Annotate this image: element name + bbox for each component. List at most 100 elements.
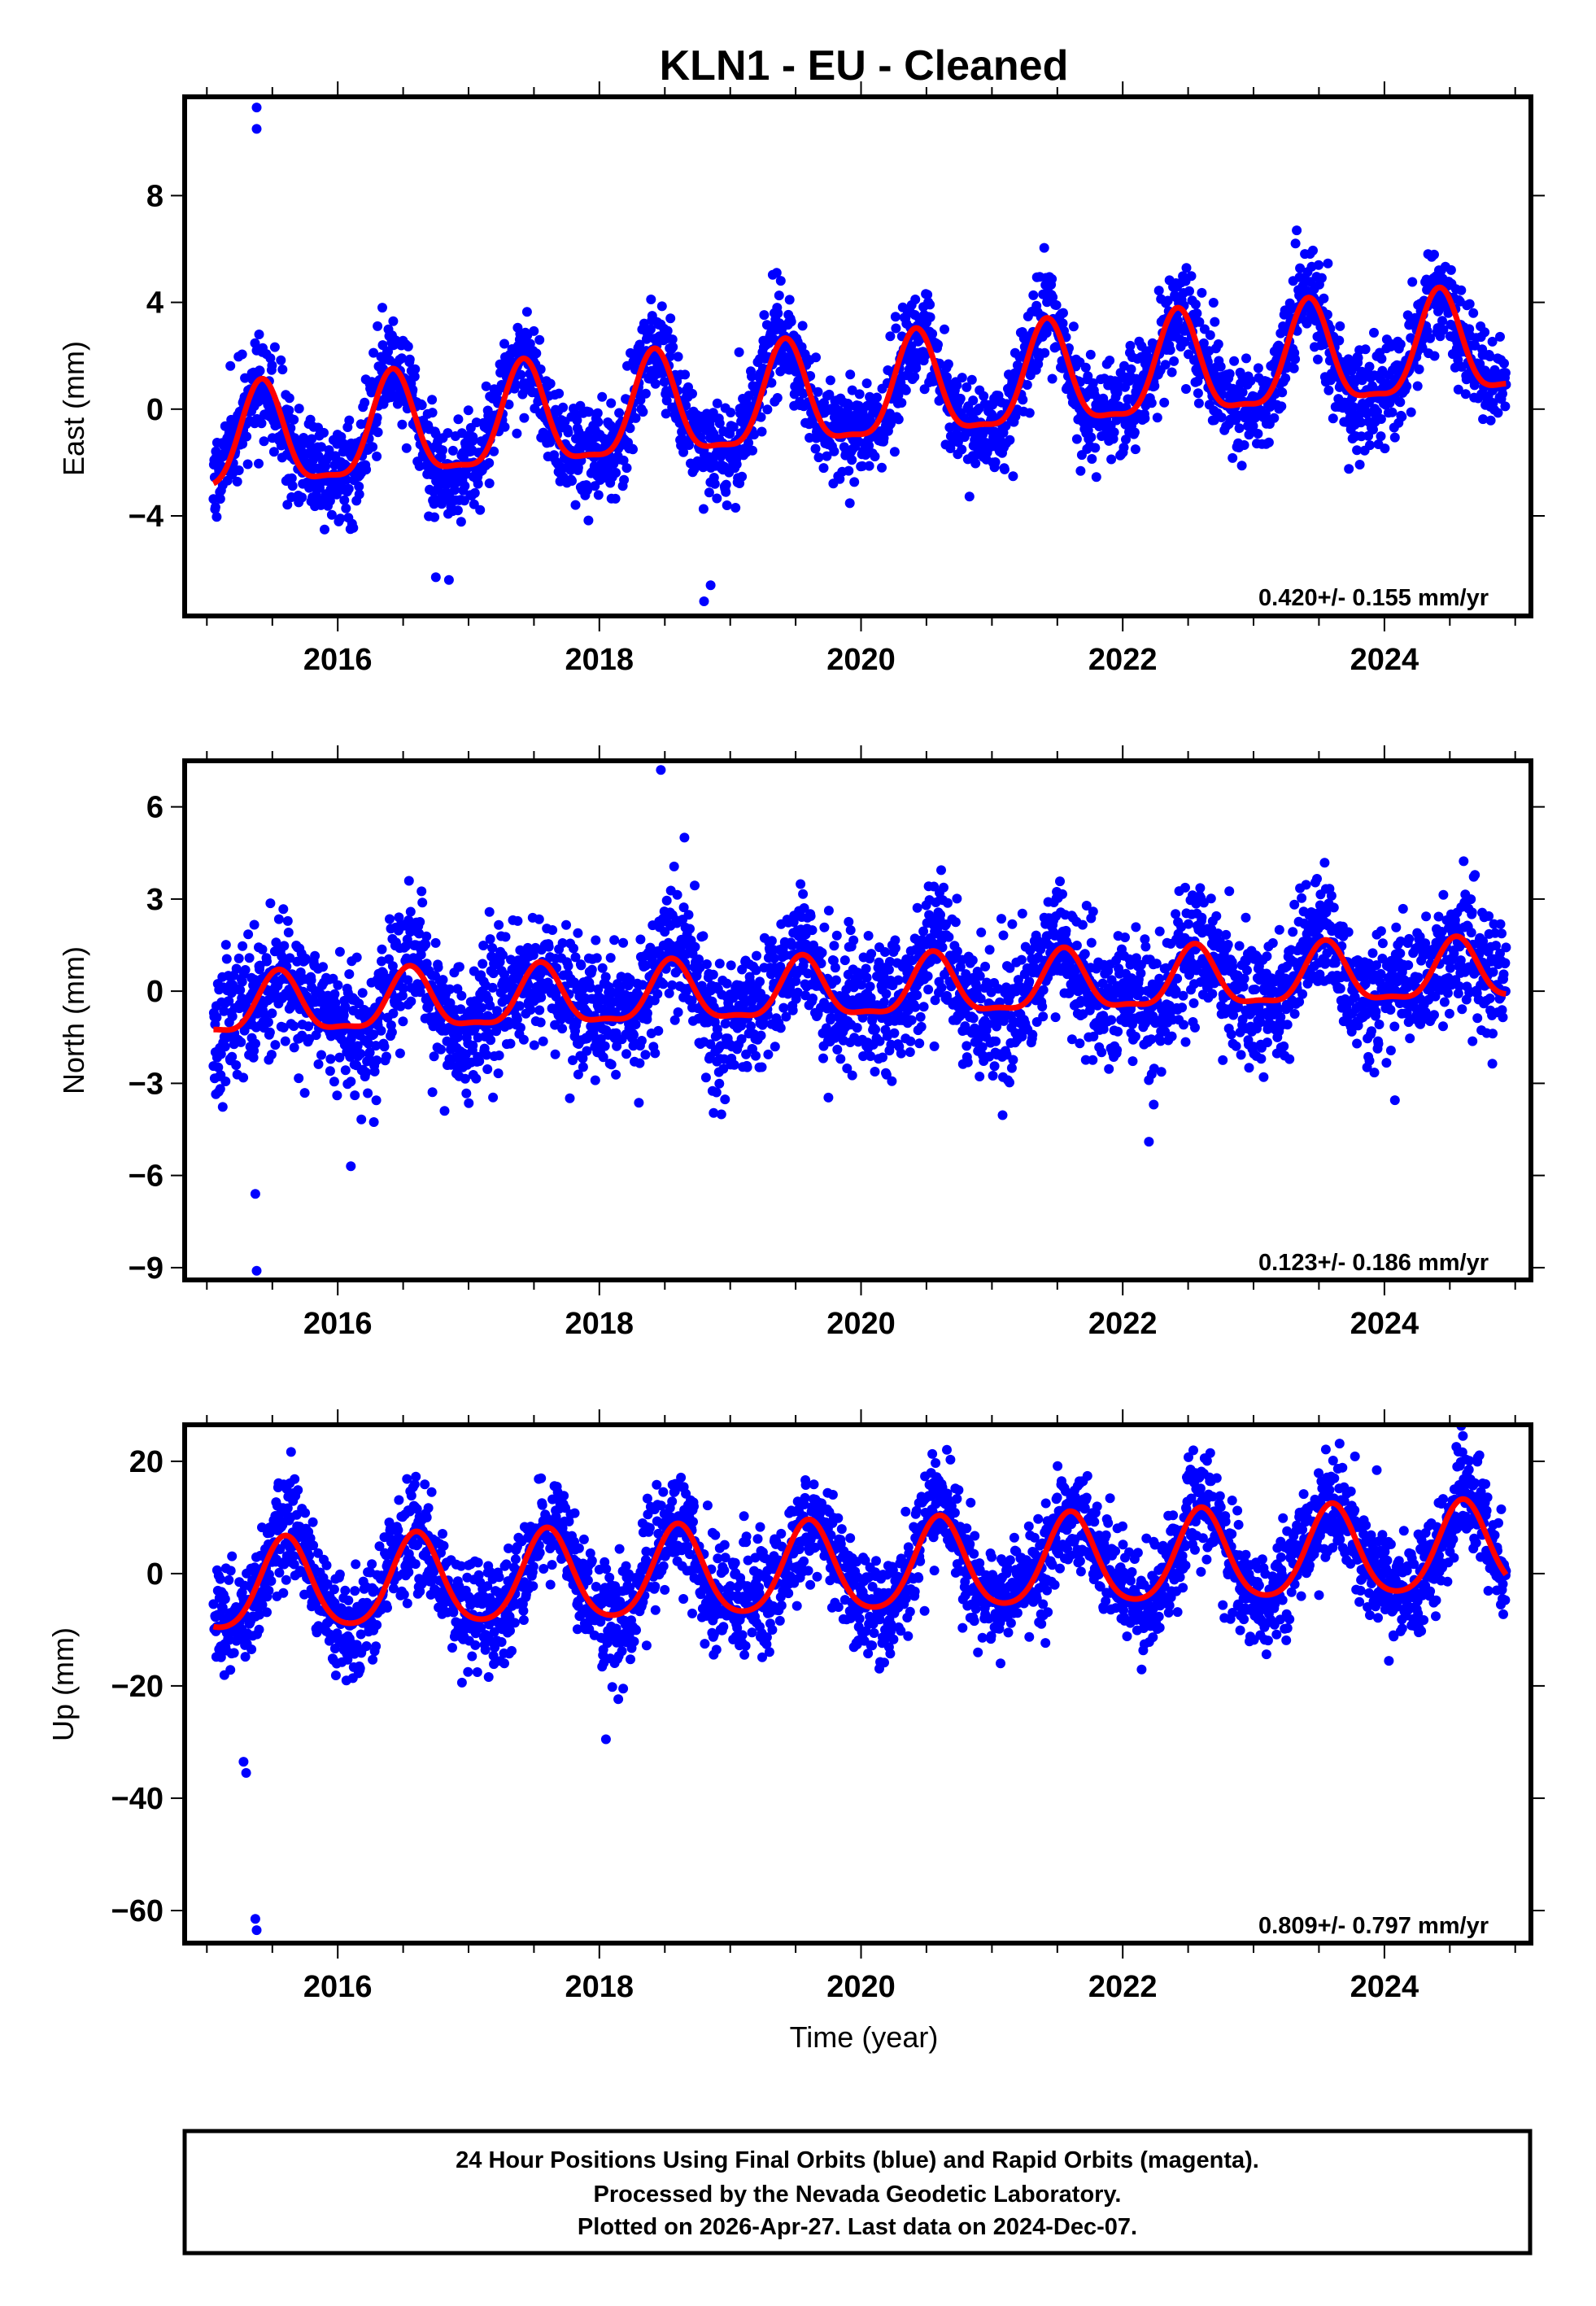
data-point [667, 980, 678, 990]
data-point [427, 408, 438, 418]
data-point [488, 1092, 499, 1103]
data-point [1165, 345, 1175, 356]
data-point [1080, 362, 1091, 373]
data-point [1499, 358, 1509, 369]
data-point [516, 369, 526, 380]
data-point [1277, 387, 1288, 398]
data-point [634, 1058, 645, 1068]
data-point [863, 931, 874, 941]
data-point [485, 934, 495, 945]
data-point [256, 418, 267, 429]
data-point [718, 1063, 729, 1074]
data-point [922, 971, 933, 981]
data-point [289, 1021, 299, 1031]
data-point [277, 365, 288, 375]
data-point [905, 1036, 916, 1046]
data-point [237, 349, 247, 360]
data-point [967, 955, 978, 966]
data-point [249, 919, 259, 930]
data-point [726, 960, 736, 971]
data-point [1048, 292, 1058, 303]
data-point [976, 927, 987, 937]
data-point [610, 493, 621, 504]
data-point [817, 947, 827, 958]
data-point [823, 1092, 834, 1103]
data-point [746, 1021, 756, 1032]
data-point [755, 976, 765, 987]
data-point [1193, 388, 1203, 399]
data-point [1429, 351, 1440, 361]
data-point [512, 428, 522, 439]
data-point [1194, 317, 1205, 327]
data-point [886, 1039, 896, 1050]
data-point [1263, 437, 1274, 448]
data-point [529, 1040, 539, 1050]
data-point [835, 1054, 846, 1064]
data-point [792, 987, 803, 998]
data-point [267, 360, 277, 371]
data-point [1276, 401, 1287, 412]
data-point [484, 458, 495, 468]
data-point [333, 980, 343, 990]
data-point [484, 478, 495, 488]
data-point [225, 360, 236, 371]
data-point [1040, 347, 1050, 358]
data-point [221, 954, 232, 964]
data-point [339, 495, 350, 505]
data-point [585, 982, 595, 993]
data-point [1239, 440, 1249, 450]
data-point [570, 952, 581, 963]
data-point [276, 355, 286, 365]
data-point [1071, 434, 1082, 444]
data-point [861, 972, 872, 983]
data-point [332, 1090, 342, 1101]
data-point [910, 1002, 921, 1012]
data-point [283, 928, 294, 937]
data-point [244, 953, 255, 963]
data-point [852, 1023, 862, 1033]
data-point [957, 444, 967, 455]
data-point [629, 1029, 639, 1040]
data-point [1149, 381, 1160, 391]
data-point [563, 961, 573, 972]
data-point [890, 943, 900, 954]
data-point [866, 1051, 876, 1061]
data-point [1152, 413, 1162, 423]
data-point [325, 1054, 336, 1064]
data-point [909, 372, 920, 382]
data-point [582, 1046, 592, 1056]
data-point [1091, 472, 1101, 483]
data-point [1356, 431, 1367, 442]
data-point [567, 476, 577, 486]
data-point [762, 404, 773, 415]
data-point [618, 455, 629, 465]
data-point [534, 914, 544, 924]
data-point [504, 1020, 514, 1030]
data-point [719, 1054, 730, 1064]
data-point [1169, 356, 1180, 366]
data-point [774, 290, 784, 301]
data-point [355, 1049, 366, 1059]
data-point [722, 500, 732, 510]
data-point [227, 1051, 238, 1062]
data-point [1500, 401, 1511, 412]
data-point [512, 915, 523, 926]
data-point [267, 1008, 277, 1019]
data-point [962, 1041, 972, 1051]
data-point [637, 980, 648, 990]
data-point [231, 1060, 242, 1070]
data-point [711, 1087, 722, 1098]
data-point [640, 960, 651, 971]
data-point [722, 978, 732, 989]
data-point [1362, 408, 1372, 419]
data-point [927, 329, 938, 339]
data-point [866, 416, 876, 426]
data-point [952, 893, 962, 904]
data-point [661, 408, 671, 419]
data-point [773, 308, 783, 319]
data-point [1109, 427, 1119, 438]
data-point [227, 1011, 238, 1022]
data-point [415, 987, 425, 998]
data-point [1376, 354, 1387, 364]
data-point [430, 937, 441, 948]
